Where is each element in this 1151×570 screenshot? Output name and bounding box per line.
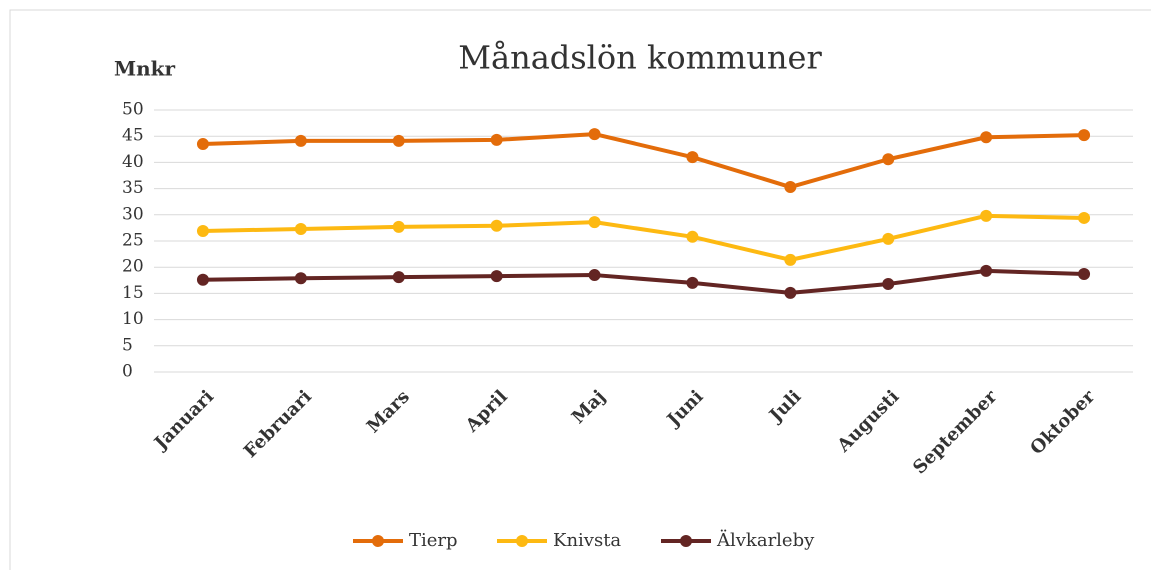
data-point — [294, 222, 307, 235]
data-point — [1078, 268, 1091, 281]
x-tick-label: Januari — [149, 386, 218, 455]
x-tick-label: Mars — [363, 386, 414, 437]
chart-frame — [9, 9, 1151, 570]
data-point — [588, 269, 601, 282]
y-tick-label: 30 — [122, 204, 144, 224]
x-tick-label: Juni — [662, 386, 708, 432]
data-point — [686, 230, 699, 243]
data-point — [490, 270, 503, 283]
data-point — [784, 286, 797, 299]
data-point — [196, 273, 209, 286]
x-tick-label: September — [909, 386, 1002, 479]
y-tick-label: 0 — [122, 362, 133, 382]
data-point — [392, 134, 405, 147]
legend-label: Tierp — [409, 530, 458, 551]
y-tick-label: 5 — [122, 335, 133, 355]
legend-swatch-marker — [372, 535, 384, 547]
legend-swatch-marker — [516, 535, 528, 547]
data-point — [588, 128, 601, 141]
y-tick-label: 35 — [122, 178, 144, 198]
data-point — [196, 138, 209, 151]
y-tick-label: 45 — [122, 126, 144, 146]
data-point — [882, 277, 895, 290]
y-tick-label: 20 — [122, 257, 144, 277]
x-tick-label: April — [461, 386, 512, 437]
data-point — [490, 133, 503, 146]
x-tick-label: Augusti — [833, 386, 904, 457]
data-point — [882, 232, 895, 245]
x-tick-label: Oktober — [1026, 386, 1099, 459]
data-point — [490, 219, 503, 232]
x-tick-label: Maj — [568, 386, 610, 428]
legend-swatch-marker — [680, 535, 692, 547]
y-axis-label: Mnkr — [114, 57, 176, 81]
data-point — [1078, 211, 1091, 224]
series-line — [202, 132, 1085, 190]
data-point — [980, 264, 993, 277]
legend-label: Knivsta — [553, 530, 621, 551]
data-point — [784, 253, 797, 266]
data-point — [686, 276, 699, 289]
x-tick-label: Juli — [764, 386, 805, 427]
data-point — [392, 271, 405, 284]
data-point — [294, 272, 307, 285]
series-line — [202, 213, 1085, 262]
legend-label: Älvkarleby — [716, 528, 815, 551]
data-point — [1078, 129, 1091, 142]
data-point — [980, 131, 993, 144]
data-point — [980, 209, 993, 222]
data-point — [784, 181, 797, 194]
data-point — [588, 216, 601, 229]
y-tick-label: 40 — [122, 152, 144, 172]
data-point — [196, 225, 209, 238]
data-point — [686, 151, 699, 164]
y-tick-label: 25 — [122, 231, 144, 251]
x-tick-label: Februari — [240, 386, 316, 462]
y-tick-label: 10 — [122, 309, 144, 329]
chart-title: Månadslön kommuner — [458, 39, 822, 77]
series-line — [202, 268, 1085, 295]
data-point — [294, 134, 307, 147]
data-point — [882, 153, 895, 166]
y-tick-label: 15 — [122, 283, 144, 303]
data-point — [392, 220, 405, 233]
y-tick-label: 50 — [122, 100, 144, 120]
